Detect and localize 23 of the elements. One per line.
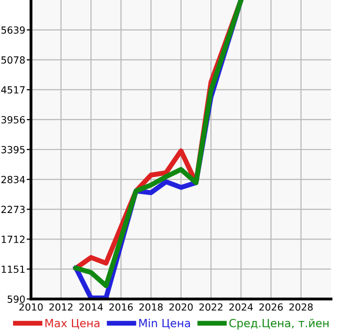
legend-label: Сред.Цена, т.йен — [229, 318, 329, 330]
x-tick-label: 2010 — [19, 303, 43, 311]
x-tick-label: 2028 — [289, 303, 313, 311]
x-tick-label: 2014 — [79, 303, 103, 311]
x-tick-label: 2024 — [229, 303, 253, 311]
x-tick-label: 2016 — [109, 303, 133, 311]
y-tick-label: 1712 — [2, 236, 24, 243]
x-tick-label: 2026 — [259, 303, 283, 311]
x-tick-label: 2020 — [169, 303, 193, 311]
y-tick-label: 5639 — [1, 26, 25, 34]
y-tick-label: 4517 — [1, 86, 25, 94]
legend-label: Min Цена — [139, 318, 190, 329]
y-tick-label: 3395 — [1, 146, 25, 154]
x-tick-label: 2018 — [139, 303, 163, 311]
x-tick-label: 2012 — [49, 303, 72, 311]
x-tick-label: 2022 — [199, 303, 222, 311]
y-tick-label: 2273 — [1, 206, 25, 214]
legend-label: Max Цена — [45, 319, 100, 329]
y-tick-label: 5078 — [1, 56, 25, 64]
y-tick-label: 2834 — [1, 176, 25, 184]
y-tick-label: 590 — [8, 295, 25, 303]
y-tick-label: 1151 — [2, 266, 25, 273]
y-tick-label: 3956 — [1, 116, 25, 124]
